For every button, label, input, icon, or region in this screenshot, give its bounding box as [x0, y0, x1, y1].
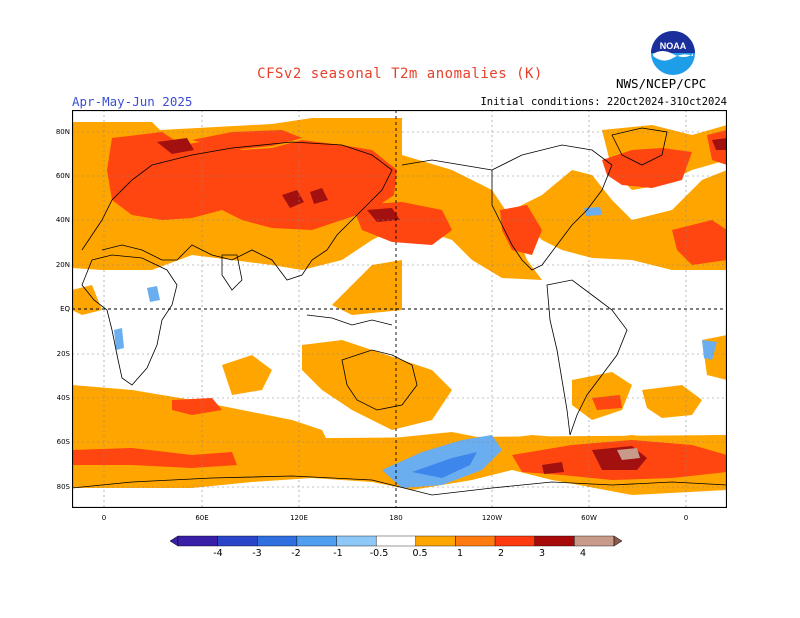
lat-label-60n: 60N	[55, 172, 70, 180]
colorbar-label-neg4: -4	[213, 548, 223, 559]
noaa-logo: NOAA	[651, 31, 695, 75]
map-title: CFSv2 seasonal T2m anomalies (K)	[257, 66, 543, 82]
colorbar-label-neg1: -1	[333, 548, 343, 559]
colorbar-label-neg2: -2	[291, 548, 301, 559]
colorbar-segment	[375, 535, 417, 547]
colorbar-segment	[534, 535, 575, 547]
colorbar-segment	[217, 535, 258, 547]
lon-label-60e: 60E	[195, 514, 209, 522]
lat-label-eq: EQ	[60, 305, 70, 313]
colorbar-label-neg05: -0.5	[369, 548, 389, 559]
anomaly-map	[72, 110, 727, 508]
colorbar-label-05: 0.5	[412, 548, 428, 559]
agency-label: NWS/NCEP/CPC	[616, 76, 707, 91]
lat-label-40s: 40S	[56, 394, 70, 402]
lat-lon-grid	[72, 110, 727, 508]
colorbar-label-3: 3	[538, 548, 546, 559]
colorbar-label-neg3: -3	[252, 548, 262, 559]
coastlines	[72, 127, 727, 496]
lon-label-120e: 120E	[290, 514, 308, 522]
lat-label-20s: 20S	[56, 350, 70, 358]
colorbar-segment	[574, 535, 615, 547]
lat-label-40n: 40N	[55, 216, 70, 224]
colorbar-label-2: 2	[497, 548, 505, 559]
logo-text: NOAA	[660, 41, 687, 51]
initial-conditions: Initial conditions: 22Oct2024-31Oct2024	[480, 96, 727, 108]
colorbar-label-1: 1	[456, 548, 464, 559]
lon-label-60w: 60W	[581, 514, 597, 522]
lon-label-180: 180	[389, 514, 403, 522]
colorbar-segment	[494, 535, 535, 547]
colorbar-segment	[177, 535, 218, 547]
lat-label-60s: 60S	[56, 438, 70, 446]
lat-label-20n: 20N	[55, 261, 70, 269]
lon-label-0: 0	[101, 514, 107, 522]
colorbar	[170, 535, 623, 547]
cold-anomaly-fields	[114, 207, 717, 488]
lon-label-120w: 120W	[481, 514, 503, 522]
colorbar-segment	[455, 535, 496, 547]
colorbar-segment	[296, 535, 337, 547]
max-anomaly-patch	[617, 448, 640, 460]
colorbar-arrow-left	[170, 535, 179, 547]
lon-label-0-east: 0	[683, 514, 689, 522]
colorbar-segment	[336, 535, 377, 547]
colorbar-segment	[257, 535, 298, 547]
colorbar-arrow-right	[613, 535, 623, 547]
colorbar-label-4: 4	[579, 548, 587, 559]
map-frame	[72, 110, 727, 508]
lat-label-80n: 80N	[55, 128, 70, 136]
forecast-period: Apr-May-Jun 2025	[72, 94, 193, 109]
colorbar-segment	[415, 535, 456, 547]
lat-label-80s: 80S	[56, 483, 70, 491]
